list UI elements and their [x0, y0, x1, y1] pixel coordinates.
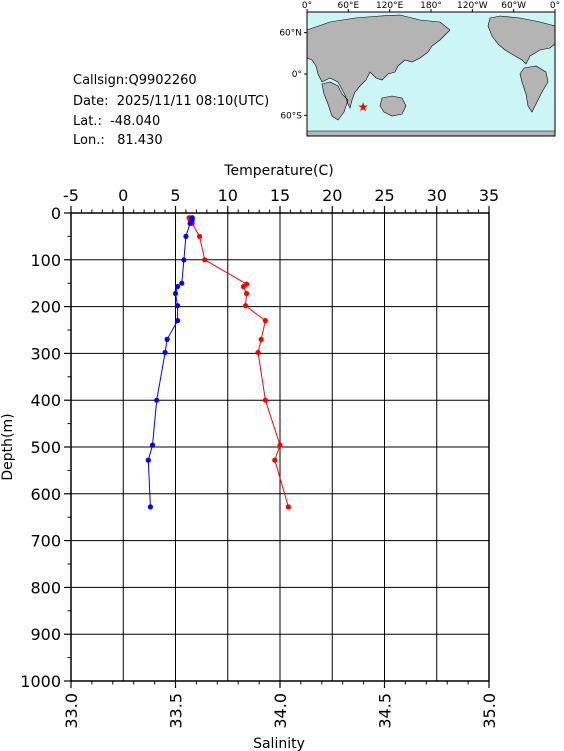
map-lon-label: 60°W — [501, 1, 526, 11]
info-longitude: Lon.: 81.430 — [73, 133, 163, 148]
salinity-point — [174, 283, 181, 290]
depth-tick-label: 200 — [30, 298, 61, 317]
temperature-tick-label: 10 — [218, 186, 238, 205]
temperature-profile-line — [188, 217, 289, 508]
grid — [71, 213, 489, 681]
temperature-tick-label: 15 — [270, 186, 290, 205]
temperature-point — [258, 336, 264, 342]
temperature-point — [240, 283, 247, 290]
salinity-point — [181, 257, 187, 263]
temperature-tick-label: 25 — [374, 186, 394, 205]
map-lon-label: 0° — [302, 1, 312, 11]
salinity-point — [179, 280, 185, 286]
salinity-point — [164, 336, 170, 342]
temperature-point — [272, 457, 278, 463]
salinity-point — [187, 220, 193, 226]
info-date: Date: 2025/11/11 08:10(UTC) — [73, 94, 270, 109]
salinity-point — [147, 504, 154, 510]
temperature-tick-label: 20 — [322, 186, 342, 205]
temperature-tick-labels: -5 0 5 10 15 20 25 30 35 — [63, 186, 499, 205]
temperature-point — [243, 290, 250, 297]
plot-frame — [70, 212, 490, 682]
depth-tick-label: 500 — [30, 438, 61, 457]
depth-tick-label: 0 — [51, 204, 61, 223]
temperature-point — [196, 233, 203, 239]
map-lat-label: 60°S — [280, 111, 302, 121]
temperature-point — [255, 349, 261, 356]
map-ticks — [304, 9, 556, 116]
salinity-point — [174, 303, 181, 309]
temperature-point — [285, 504, 291, 510]
temperature-tick-label: -5 — [63, 186, 79, 205]
salinity-point — [162, 349, 168, 356]
depth-tick-label: 800 — [30, 578, 61, 597]
series-layer — [145, 215, 291, 510]
salinity-point — [149, 442, 156, 448]
temperature-tick-label: 35 — [479, 186, 499, 205]
temperature-tick-label: 0 — [118, 186, 128, 205]
salinity-tick-label: 34.0 — [271, 693, 290, 729]
world-map: 0° 60°E 120°E 180° 120°W 60°W 0° 60°N 0° 60°S — [279, 1, 560, 137]
salinity-tick-label: 33.5 — [167, 693, 186, 729]
salinity-point — [145, 457, 151, 463]
temperature-tick-label: 5 — [170, 186, 180, 205]
map-lon-label: 120°W — [457, 1, 488, 11]
depth-tick-labels: 0 100 200 300 400 500 600 700 800 900 1000 — [20, 204, 61, 691]
temperature-point — [262, 318, 268, 324]
salinity-tick-label: 33.0 — [62, 693, 81, 729]
map-lon-label: 0° — [550, 1, 560, 11]
map-lat-label: 60°N — [279, 29, 302, 39]
salinity-point — [174, 318, 181, 324]
temperature-point — [202, 257, 208, 263]
map-lon-label: 60°E — [338, 1, 360, 11]
salinity-tick-label: 34.5 — [376, 693, 395, 729]
map-lat-label: 0° — [292, 70, 302, 80]
map-lon-label: 120°E — [376, 1, 404, 11]
depth-tick-label: 900 — [30, 625, 61, 644]
temperature-point — [262, 397, 268, 403]
map-axis-labels: 0° 60°E 120°E 180° 120°W 60°W 0° 60°N 0° 60°S — [279, 1, 560, 121]
depth-tick-label: 300 — [30, 344, 61, 363]
salinity-profile-line — [147, 217, 193, 507]
depth-tick-label: 400 — [30, 391, 61, 410]
info-callsign: Callsign:Q9902260 — [73, 73, 197, 88]
temperature-axis-label: Temperature(C) — [223, 163, 333, 179]
depth-tick-label: 700 — [30, 532, 61, 551]
depth-tick-label: 600 — [30, 485, 61, 504]
info-latitude: Lat.: -48.040 — [73, 114, 161, 129]
depth-axis-label: Depth(m) — [0, 413, 16, 480]
salinity-tick-label: 35.0 — [480, 693, 499, 729]
plot-area: -5 0 5 10 15 20 25 30 35 33.0 33.5 34.0 34.5 35.0 01… — [0, 163, 499, 751]
salinity-tick-labels: 33.0 33.5 34.0 34.5 35.0 — [62, 693, 499, 729]
depth-tick-label: 1000 — [20, 672, 61, 691]
temperature-point — [242, 303, 249, 309]
salinity-point — [183, 233, 189, 239]
salinity-axis-label: Salinity — [253, 736, 305, 751]
star-icon — [358, 102, 368, 112]
salinity-point — [172, 290, 179, 297]
map-lon-label: 180° — [420, 1, 442, 11]
temperature-point — [277, 442, 283, 448]
temperature-tick-label: 30 — [427, 186, 447, 205]
depth-tick-label: 100 — [30, 251, 61, 270]
salinity-point — [154, 397, 160, 403]
